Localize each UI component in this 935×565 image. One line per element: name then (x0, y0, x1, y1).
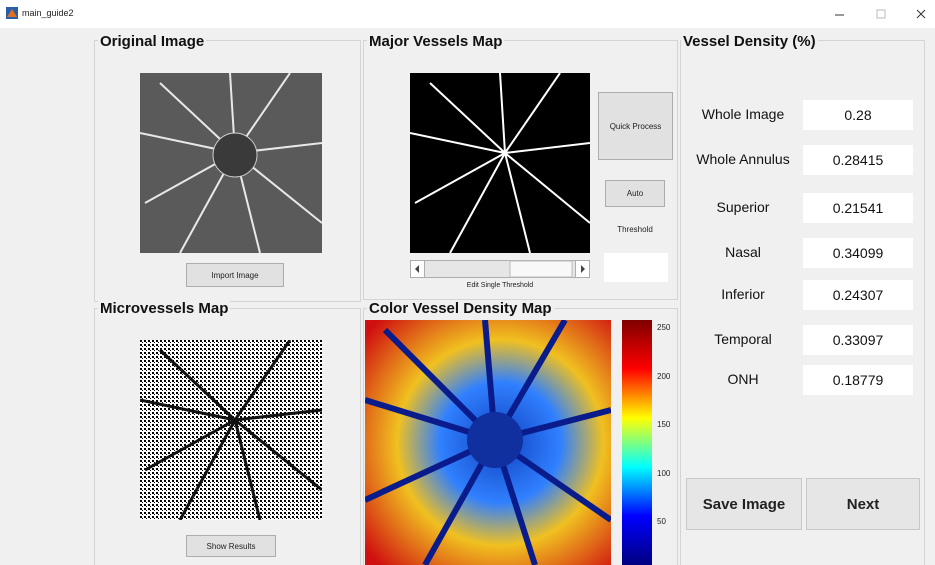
colorbar-tick-label: 100 (657, 469, 670, 478)
threshold-label: Threshold (605, 225, 665, 234)
density-value[interactable]: 0.33097 (803, 325, 913, 355)
threshold-slider[interactable] (410, 260, 590, 278)
density-label: Temporal (683, 331, 803, 347)
colorbar-tick-label: 150 (657, 420, 670, 429)
density-label: Inferior (683, 286, 803, 302)
density-value[interactable]: 0.28415 (803, 145, 913, 175)
major-vessels-image (410, 73, 590, 253)
density-value[interactable]: 0.21541 (803, 193, 913, 223)
panel-title: Microvessels Map (98, 300, 230, 317)
density-value[interactable]: 0.28 (803, 100, 913, 130)
density-label: Whole Image (683, 106, 803, 122)
colorbar-tick-label: 200 (657, 372, 670, 381)
show-results-button[interactable]: Show Results (186, 535, 276, 557)
density-label: ONH (683, 371, 803, 387)
panel-title: Vessel Density (%) (681, 33, 818, 50)
title-bar (0, 0, 935, 28)
original-image (140, 73, 322, 253)
window-title: main_guide2 (22, 8, 74, 18)
threshold-input[interactable] (604, 253, 668, 282)
quick-process-button[interactable]: Quick Process (598, 92, 673, 160)
density-label: Superior (683, 199, 803, 215)
slider-label: Edit Single Threshold (440, 282, 560, 289)
import-image-button[interactable]: Import Image (186, 263, 284, 287)
panel-title: Major Vessels Map (367, 33, 504, 50)
density-label: Whole Annulus (683, 151, 803, 167)
app-window: main_guide2 Original Image Import Image … (0, 0, 935, 565)
microvessels-image (140, 340, 322, 520)
density-value[interactable]: 0.34099 (803, 238, 913, 268)
colorbar-tick-label: 250 (657, 323, 670, 332)
next-button[interactable]: Next (806, 478, 920, 530)
colorbar-tick-label: 50 (657, 517, 666, 526)
app-icon (6, 7, 18, 19)
density-value[interactable]: 0.18779 (803, 365, 913, 395)
panel-title: Original Image (98, 33, 206, 50)
save-image-button[interactable]: Save Image (686, 478, 802, 530)
density-label: Nasal (683, 244, 803, 260)
panel-title: Color Vessel Density Map (367, 300, 554, 317)
auto-button[interactable]: Auto (605, 180, 665, 207)
colorbar (622, 320, 652, 565)
color-density-image (365, 320, 611, 565)
density-value[interactable]: 0.24307 (803, 280, 913, 310)
window-controls[interactable] (835, 6, 930, 22)
